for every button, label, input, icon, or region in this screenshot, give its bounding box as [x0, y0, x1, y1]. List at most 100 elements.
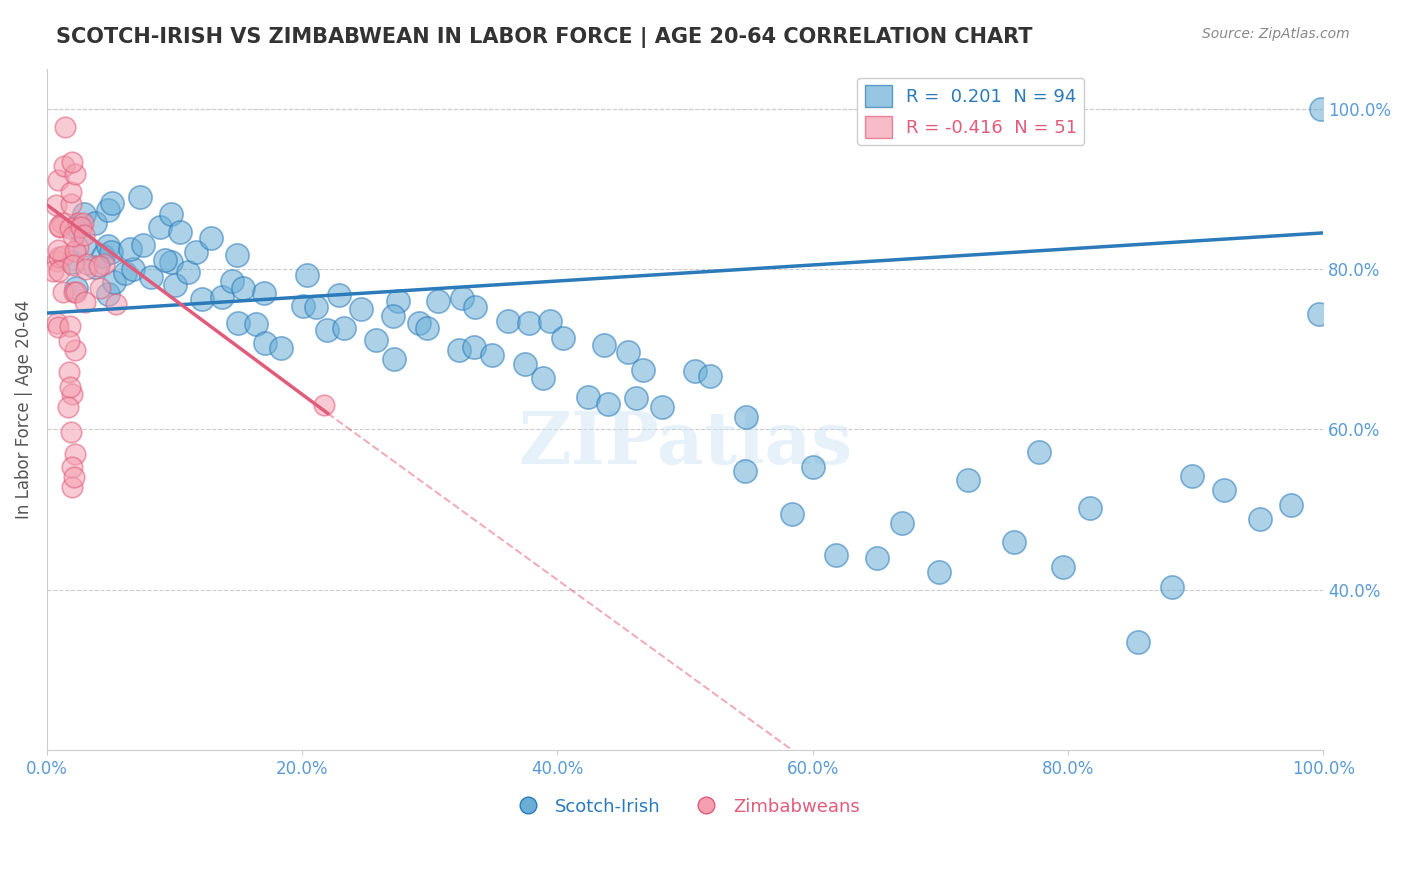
- Point: [1028, 445, 1050, 459]
- Point: [62, 228, 84, 243]
- Point: [63, 469, 86, 483]
- Point: [1181, 469, 1204, 483]
- Point: [46, 243, 69, 257]
- Point: [103, 275, 125, 289]
- Point: [651, 400, 673, 414]
- Point: [118, 242, 141, 256]
- Point: [364, 333, 387, 347]
- Point: [101, 196, 124, 211]
- Point: [46, 319, 69, 334]
- Point: [52, 249, 75, 263]
- Point: [226, 248, 249, 262]
- Point: [891, 516, 914, 531]
- Point: [60, 460, 83, 475]
- Point: [387, 293, 409, 308]
- Point: [616, 345, 638, 359]
- Point: [114, 266, 136, 280]
- Point: [76, 257, 98, 271]
- Point: [75, 294, 97, 309]
- Point: [305, 300, 328, 314]
- Point: [48, 219, 70, 234]
- Point: [1078, 501, 1101, 516]
- Point: [163, 278, 186, 293]
- Point: [498, 314, 520, 328]
- Point: [65, 343, 87, 358]
- Point: [60, 155, 83, 169]
- Point: [56, 400, 79, 414]
- Point: [62, 480, 84, 494]
- Text: Source: ZipAtlas.com: Source: ZipAtlas.com: [1202, 27, 1350, 41]
- Point: [69, 220, 91, 235]
- Point: [1126, 635, 1149, 649]
- Point: [52, 159, 75, 173]
- Point: [631, 363, 654, 377]
- Point: [48, 263, 70, 277]
- Point: [48, 250, 70, 264]
- Text: SCOTCH-IRISH VS ZIMBABWEAN IN LABOR FORCE | AGE 20-64 CORRELATION CHART: SCOTCH-IRISH VS ZIMBABWEAN IN LABOR FORC…: [56, 27, 1033, 48]
- Point: [97, 287, 120, 301]
- Point: [52, 285, 75, 300]
- Point: [45, 254, 67, 268]
- Point: [60, 197, 83, 211]
- Point: [332, 321, 354, 335]
- Point: [65, 280, 87, 294]
- Point: [105, 297, 128, 311]
- Point: [63, 167, 86, 181]
- Point: [65, 285, 87, 299]
- Legend: Scotch-Irish, Zimbabweans: Scotch-Irish, Zimbabweans: [503, 790, 868, 822]
- Point: [89, 281, 111, 295]
- Point: [481, 348, 503, 362]
- Point: [825, 548, 848, 562]
- Point: [382, 352, 405, 367]
- Point: [66, 239, 89, 253]
- Point: [72, 216, 94, 230]
- Point: [226, 317, 249, 331]
- Point: [58, 365, 80, 379]
- Point: [801, 460, 824, 475]
- Point: [59, 380, 82, 394]
- Point: [328, 288, 350, 302]
- Point: [408, 317, 430, 331]
- Point: [350, 301, 373, 316]
- Point: [450, 291, 472, 305]
- Point: [253, 285, 276, 300]
- Point: [155, 253, 177, 268]
- Point: [928, 565, 950, 579]
- Point: [382, 309, 405, 323]
- Point: [129, 190, 152, 204]
- Point: [63, 447, 86, 461]
- Point: [463, 340, 485, 354]
- Point: [100, 244, 122, 259]
- Point: [62, 258, 84, 272]
- Point: [449, 343, 471, 357]
- Point: [59, 425, 82, 439]
- Point: [538, 314, 561, 328]
- Point: [63, 285, 86, 299]
- Point: [97, 203, 120, 218]
- Text: ZIPatlas: ZIPatlas: [517, 408, 852, 479]
- Point: [58, 334, 80, 348]
- Point: [1002, 534, 1025, 549]
- Point: [464, 301, 486, 315]
- Point: [1161, 580, 1184, 594]
- Point: [51, 216, 73, 230]
- Point: [63, 244, 86, 259]
- Point: [1249, 512, 1271, 526]
- Point: [245, 318, 267, 332]
- Point: [517, 316, 540, 330]
- Point: [45, 197, 67, 211]
- Point: [593, 338, 616, 352]
- Point: [42, 264, 65, 278]
- Point: [254, 336, 277, 351]
- Point: [93, 257, 115, 271]
- Point: [292, 299, 315, 313]
- Point: [427, 293, 450, 308]
- Point: [97, 239, 120, 253]
- Point: [515, 357, 537, 371]
- Point: [211, 290, 233, 304]
- Point: [177, 265, 200, 279]
- Point: [46, 316, 69, 330]
- Point: [49, 220, 72, 235]
- Point: [53, 120, 76, 135]
- Point: [60, 387, 83, 401]
